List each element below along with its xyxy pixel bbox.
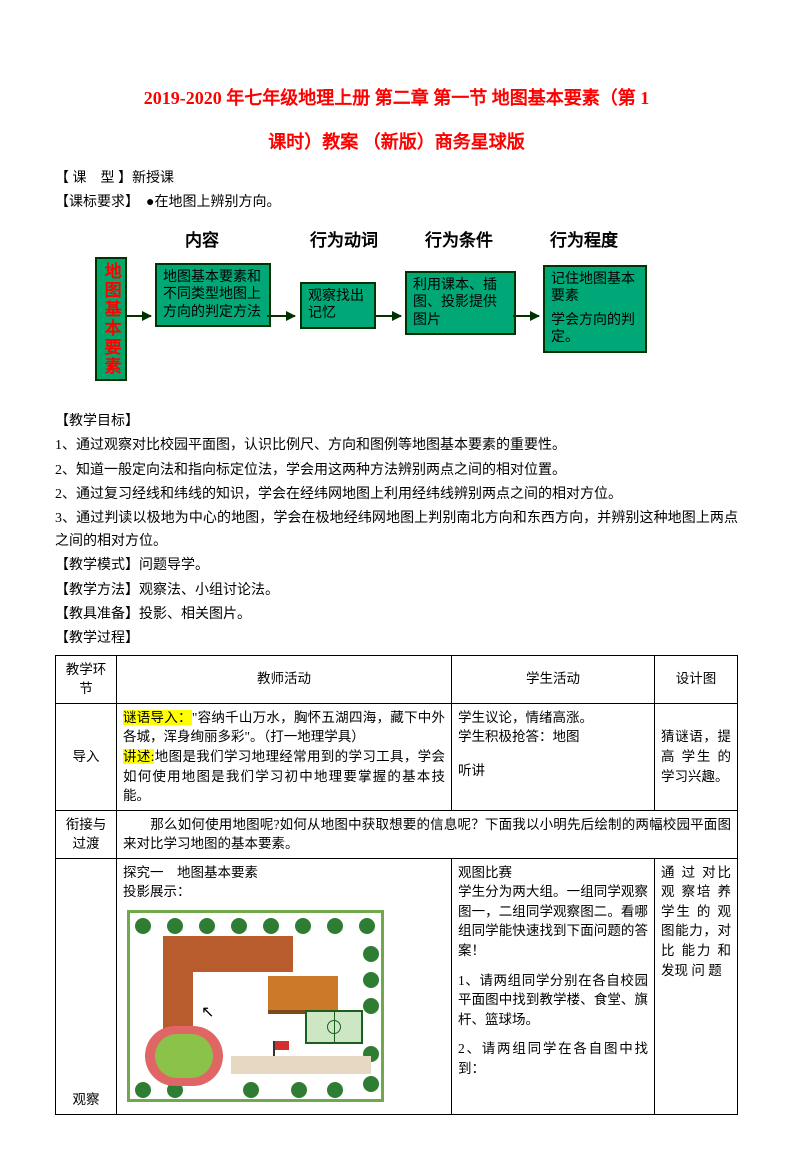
table-row: 导入 谜语导入："容纳千山万水，胸怀五湖四海，藏下中外各城，浑身绚丽多彩"。（打… <box>56 703 738 810</box>
th-stage: 教学环节 <box>56 655 117 703</box>
flow-header-4: 行为程度 <box>550 227 618 254</box>
flow-arrow <box>127 315 151 317</box>
goal-4: 3、通过判读以极地为中心的地图，学会在极地经纬网地图上判别南北方向和东西方向，并… <box>55 508 738 553</box>
goal-3: 2、通过复习经线和纬线的知识，学会在经纬网地图上利用经纬线辨别两点之间的相对方位… <box>55 484 738 506</box>
teach-method: 【教学方法】观察法、小组讨论法。 <box>55 580 738 602</box>
class-type: 【 课 型 】新授课 <box>55 168 738 190</box>
cell-teacher: 探究一 地图基本要素 投影展示： <box>117 858 452 1114</box>
flow-arrow <box>375 315 401 317</box>
th-student: 学生活动 <box>452 655 655 703</box>
cell-merged: 那么如何使用地图呢?如何从地图中获取想要的信息呢？下面我以小明先后绘制的两幅校园… <box>117 810 738 858</box>
cursor-icon: ↖ <box>201 1001 214 1024</box>
cell-design: 通 过 对比 观 察培 养 学生 的 观图能力，对 比 能力 和 发现 问 题 <box>655 858 738 1114</box>
table-row: 观察 探究一 地图基本要素 投影展示： <box>56 858 738 1114</box>
cell-stage: 观察 <box>56 858 117 1114</box>
cell-design: 猜谜语，提 高 学生 的 学习兴趣。 <box>655 703 738 810</box>
table-row: 衔接与过渡 那么如何使用地图呢?如何从地图中获取想要的信息呢？下面我以小明先后绘… <box>56 810 738 858</box>
cell-student: 观图比赛 学生分为两大组。一组同学观察图一，二组同学观察图二。看哪组同学能快速找… <box>452 858 655 1114</box>
th-design: 设计图 <box>655 655 738 703</box>
flowchart: 内容 行为动词 行为条件 行为程度 地图基本要素 地图基本要素和不同类型地图上方… <box>95 227 738 397</box>
lesson-table: 教学环节 教师活动 学生活动 设计图 导入 谜语导入："容纳千山万水，胸怀五湖四… <box>55 655 738 1115</box>
cell-stage: 导入 <box>56 703 117 810</box>
doc-title-line2: 课时）教案 （新版）商务星球版 <box>55 124 738 160</box>
flow-box-4: 记住地图基本要素 学会方向的判定。 <box>543 265 647 353</box>
flow-header-3: 行为条件 <box>425 227 493 254</box>
flow-arrow <box>267 315 295 317</box>
cell-teacher: 谜语导入："容纳千山万水，胸怀五湖四海，藏下中外各城，浑身绚丽多彩"。（打一地理… <box>117 703 452 810</box>
goal-2: 2、知道一般定向法和指向标定位法，学会用这两种方法辨别两点之间的相对位置。 <box>55 460 738 482</box>
flow-box-2: 观察找出记忆 <box>300 282 376 329</box>
teach-prep: 【教具准备】投影、相关图片。 <box>55 604 738 626</box>
flow-box-3: 利用课本、插图、投影提供图片 <box>405 271 516 336</box>
goal-1: 1、通过观察对比校园平面图，认识比例尺、方向和图例等地图基本要素的重要性。 <box>55 435 738 457</box>
goals-label: 【教学目标】 <box>55 411 738 433</box>
campus-map: ↖ <box>123 906 388 1106</box>
flow-box-1: 地图基本要素和不同类型地图上方向的判定方法 <box>155 263 271 328</box>
flow-arrow <box>513 315 539 317</box>
process-label: 【教学过程】 <box>55 628 738 650</box>
cell-student: 学生议论，情绪高涨。 学生积极抢答：地图 听讲 <box>452 703 655 810</box>
flow-header-1: 内容 <box>185 227 219 254</box>
flow-side: 地图基本要素 <box>95 257 127 381</box>
teach-mode: 【教学模式】问题导学。 <box>55 555 738 577</box>
cell-stage: 衔接与过渡 <box>56 810 117 858</box>
th-teacher: 教师活动 <box>117 655 452 703</box>
table-header-row: 教学环节 教师活动 学生活动 设计图 <box>56 655 738 703</box>
flow-header-2: 行为动词 <box>310 227 378 254</box>
curriculum-standard: 【课标要求】 ●在地图上辨别方向。 <box>55 192 738 214</box>
doc-title-line1: 2019-2020 年七年级地理上册 第二章 第一节 地图基本要素（第 1 <box>55 80 738 116</box>
